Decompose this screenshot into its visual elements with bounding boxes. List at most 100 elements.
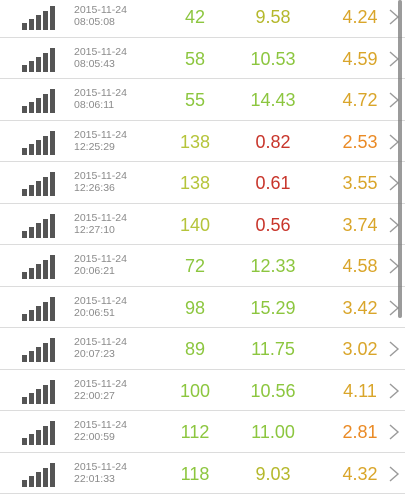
timestamp: 2015-11-24 20:06:51 — [74, 295, 127, 319]
chevron-right-icon[interactable] — [386, 424, 402, 440]
list-item[interactable]: 2015-11-24 20:07:23 89 11.75 3.02 — [0, 328, 405, 370]
value-1: 98 — [184, 297, 206, 318]
date-text: 2015-11-24 — [74, 87, 127, 99]
time-text: 20:06:21 — [74, 265, 115, 277]
value-3: 4.32 — [342, 463, 378, 484]
value-3: 3.42 — [342, 297, 378, 318]
value-3: 4.24 — [342, 7, 378, 27]
value-1: 138 — [179, 131, 211, 152]
list-item[interactable]: 2015-11-24 12:27:10 140 0.56 3.74 — [0, 203, 405, 245]
value-1: 89 — [184, 339, 206, 359]
value-1: 140 — [179, 214, 211, 235]
value-1: 42 — [184, 7, 206, 27]
value-3: 4.72 — [342, 90, 378, 110]
date-text: 2015-11-24 — [74, 45, 127, 58]
value-1: 72 — [184, 256, 206, 276]
date-text: 2015-11-24 — [74, 460, 127, 473]
signal-strength-icon — [22, 47, 55, 72]
value-2: 10.56 — [250, 380, 296, 401]
date-text: 2015-11-24 — [74, 336, 127, 348]
value-2: 15.29 — [250, 297, 296, 318]
value-3: 3.74 — [342, 214, 378, 235]
timestamp: 2015-11-24 12:27:10 — [74, 212, 127, 236]
signal-strength-icon — [22, 255, 55, 279]
value-2: 0.82 — [255, 131, 291, 152]
timestamp: 2015-11-24 12:25:29 — [74, 129, 127, 153]
date-text: 2015-11-24 — [74, 377, 127, 390]
time-text: 08:05:08 — [74, 16, 115, 28]
value-1: 112 — [180, 422, 210, 442]
timestamp: 2015-11-24 22:01:33 — [74, 461, 127, 485]
list-item[interactable]: 2015-11-24 22:00:27 100 10.56 4.11 — [0, 369, 405, 411]
date-text: 2015-11-24 — [74, 419, 127, 431]
date-text: 2015-11-24 — [74, 4, 127, 16]
list-item[interactable]: 2015-11-24 08:06:11 55 14.43 4.72 — [0, 79, 405, 121]
chevron-right-icon[interactable] — [386, 382, 402, 399]
value-3: 4.59 — [342, 48, 378, 69]
date-text: 2015-11-24 — [74, 170, 127, 182]
time-text: 22:00:27 — [74, 389, 115, 402]
timestamp: 2015-11-24 08:05:08 — [74, 4, 127, 28]
value-1: 58 — [184, 48, 206, 69]
signal-strength-icon — [22, 172, 55, 196]
signal-strength-icon — [22, 89, 55, 113]
signal-strength-icon — [22, 338, 55, 362]
list-item[interactable]: 2015-11-24 22:00:59 112 11.00 2.81 — [0, 411, 405, 453]
value-2: 0.56 — [255, 214, 291, 235]
list-item[interactable]: 2015-11-24 12:25:29 138 0.82 2.53 — [0, 120, 405, 162]
signal-strength-icon — [22, 421, 55, 445]
list-item[interactable]: 2015-11-24 20:06:21 72 12.33 4.58 — [0, 245, 405, 287]
date-text: 2015-11-24 — [74, 294, 127, 307]
time-text: 20:07:23 — [74, 348, 115, 360]
value-2: 9.58 — [255, 7, 291, 27]
value-3: 2.53 — [342, 131, 378, 152]
list-item[interactable]: 2015-11-24 22:01:33 118 9.03 4.32 — [0, 452, 405, 494]
value-3: 3.55 — [342, 173, 378, 193]
timestamp: 2015-11-24 20:06:21 — [74, 253, 127, 277]
signal-strength-icon — [22, 213, 55, 238]
value-1: 118 — [180, 463, 210, 484]
value-2: 10.53 — [250, 48, 296, 69]
value-1: 138 — [179, 173, 211, 193]
timestamp: 2015-11-24 20:07:23 — [74, 336, 127, 360]
timestamp: 2015-11-24 12:26:36 — [74, 170, 127, 194]
value-3: 4.11 — [343, 380, 377, 401]
time-text: 12:27:10 — [74, 223, 115, 236]
signal-strength-icon — [22, 6, 55, 30]
value-2: 14.43 — [250, 90, 296, 110]
list-item[interactable]: 2015-11-24 08:05:43 58 10.53 4.59 — [0, 37, 405, 79]
time-text: 12:26:36 — [74, 182, 115, 194]
value-2: 11.00 — [251, 422, 295, 442]
time-text: 08:05:43 — [74, 57, 115, 70]
signal-strength-icon — [22, 130, 55, 155]
time-text: 08:06:11 — [74, 99, 115, 111]
date-text: 2015-11-24 — [74, 128, 127, 141]
chevron-right-icon[interactable] — [386, 465, 402, 482]
value-3: 2.81 — [342, 422, 378, 442]
time-text: 12:25:29 — [74, 140, 115, 153]
signal-strength-icon — [22, 379, 55, 404]
list-item[interactable]: 2015-11-24 08:05:08 42 9.58 4.24 — [0, 0, 405, 38]
time-text: 22:01:33 — [74, 472, 115, 485]
list-item[interactable]: 2015-11-24 12:26:36 138 0.61 3.55 — [0, 162, 405, 204]
value-2: 11.75 — [251, 339, 295, 359]
value-1: 100 — [179, 380, 211, 401]
value-2: 9.03 — [255, 463, 291, 484]
date-text: 2015-11-24 — [74, 211, 127, 224]
value-3: 3.02 — [342, 339, 378, 359]
value-2: 0.61 — [255, 173, 291, 193]
value-1: 55 — [184, 90, 206, 110]
date-text: 2015-11-24 — [74, 253, 127, 265]
timestamp: 2015-11-24 22:00:27 — [74, 378, 127, 402]
timestamp: 2015-11-24 08:06:11 — [74, 87, 127, 111]
timestamp: 2015-11-24 08:05:43 — [74, 46, 127, 70]
scrollbar[interactable] — [398, 0, 402, 318]
timestamp: 2015-11-24 22:00:59 — [74, 419, 127, 443]
signal-strength-icon — [22, 462, 55, 487]
chevron-right-icon[interactable] — [386, 341, 402, 357]
time-text: 20:06:51 — [74, 306, 115, 319]
list-item[interactable]: 2015-11-24 20:06:51 98 15.29 3.42 — [0, 286, 405, 328]
time-text: 22:00:59 — [74, 431, 115, 443]
signal-strength-icon — [22, 296, 55, 321]
